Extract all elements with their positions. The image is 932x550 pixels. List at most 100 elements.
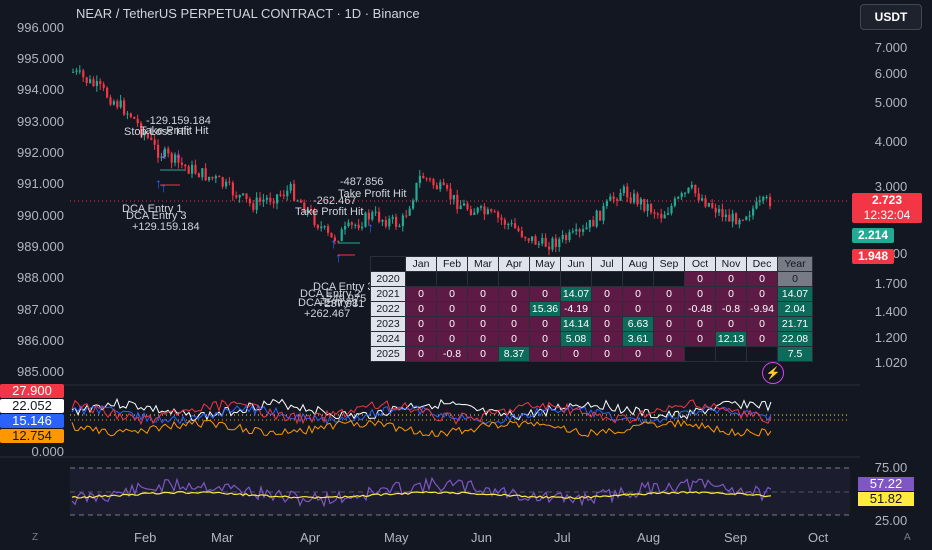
month-axis-label: Oct xyxy=(808,530,829,545)
right-scale-label: 1.200 xyxy=(874,330,908,345)
month-header: Apr xyxy=(498,256,530,272)
candle-body xyxy=(347,222,350,227)
candle-body xyxy=(731,213,734,222)
month-axis-label: Jul xyxy=(554,530,571,545)
trade-note: DCA Entry 2 xyxy=(300,288,361,300)
lightning-icon[interactable]: ⚡ xyxy=(762,362,784,384)
candle-body xyxy=(262,199,265,202)
return-cell xyxy=(746,346,778,362)
left-scale-label: 994.000 xyxy=(17,82,64,97)
countdown-timer: 12:32:04 xyxy=(863,208,911,222)
candle-body xyxy=(415,182,418,201)
candle-body xyxy=(374,211,377,213)
candle-body xyxy=(201,168,204,178)
candle-body xyxy=(595,210,598,227)
auto-scale-icon[interactable]: A xyxy=(904,532,911,543)
candle-body xyxy=(486,209,489,215)
candle-body xyxy=(724,214,727,218)
candle-body xyxy=(187,166,190,174)
return-cell xyxy=(498,271,530,287)
month-axis-label: Mar xyxy=(211,530,234,545)
currency-button[interactable]: USDT xyxy=(860,4,922,30)
candle-body xyxy=(616,199,619,201)
candle-body xyxy=(469,209,472,215)
candle-body xyxy=(381,219,384,222)
candle-body xyxy=(514,223,517,229)
candle-body xyxy=(680,193,683,198)
timezone-icon[interactable]: Z xyxy=(32,532,39,543)
trade-note: +129.159.184 xyxy=(132,221,200,233)
candle-body xyxy=(75,70,78,72)
candle-body xyxy=(646,204,649,211)
month-axis-label: Sep xyxy=(724,530,748,545)
return-cell xyxy=(591,271,623,287)
candle-body xyxy=(157,144,160,158)
month-header: Nov xyxy=(715,256,747,272)
candle-body xyxy=(690,184,693,188)
candle-body xyxy=(116,101,119,108)
candle-body xyxy=(752,208,755,216)
candle-body xyxy=(367,212,370,220)
return-cell xyxy=(529,271,561,287)
candle-body xyxy=(622,186,625,193)
return-cell: 0 xyxy=(529,346,561,362)
candle-body xyxy=(340,229,343,242)
candle-body xyxy=(735,213,738,225)
return-cell: 5.08 xyxy=(560,331,592,347)
candle-body xyxy=(446,185,449,189)
return-cell: 8.37 xyxy=(498,346,530,362)
arrow-up-icon: ↑ xyxy=(155,175,162,191)
return-cell: 0 xyxy=(653,316,685,332)
candle-body xyxy=(99,81,102,85)
year-total-cell: 22.08 xyxy=(777,331,813,347)
return-cell: 0 xyxy=(684,286,716,302)
left-scale-label: 988.000 xyxy=(17,270,64,285)
candle-body xyxy=(541,237,544,244)
trade-note: +262.467 xyxy=(304,308,351,320)
return-cell: 0 xyxy=(591,331,623,347)
right-scale-label: 6.000 xyxy=(874,66,908,81)
table-row: 2020 0 0 0 0 xyxy=(370,271,813,287)
year-cell: 2024 xyxy=(370,331,406,347)
osc-value-label: 12.754 xyxy=(0,429,64,443)
candle-body xyxy=(503,219,506,225)
return-cell: 0 xyxy=(622,286,654,302)
red-price-pill: 1.948 xyxy=(852,249,894,264)
return-cell: 0 xyxy=(436,301,468,317)
candle-body xyxy=(123,100,126,115)
month-header: Mar xyxy=(467,256,499,272)
return-cell: -9.94 xyxy=(746,301,778,317)
trade-note: +237.981 xyxy=(318,298,365,310)
candle-body xyxy=(303,202,306,213)
year-total-cell: 21.71 xyxy=(777,316,813,332)
candle-body xyxy=(323,226,326,228)
return-cell xyxy=(560,271,592,287)
candle-body xyxy=(204,168,207,181)
candle-body xyxy=(463,203,466,206)
osc-line xyxy=(71,399,772,426)
trade-note: DCA Entry 3 xyxy=(313,281,374,293)
return-cell xyxy=(436,271,468,287)
year-cell: 2022 xyxy=(370,301,406,317)
candle-body xyxy=(293,183,296,201)
left-scale-label: 989.000 xyxy=(17,239,64,254)
candle-body xyxy=(129,113,132,117)
candle-body xyxy=(320,226,323,229)
candle-body xyxy=(112,101,115,105)
candle-body xyxy=(507,224,510,226)
year-total-cell: 2.04 xyxy=(777,301,813,317)
return-cell: 0 xyxy=(529,286,561,302)
candle-body xyxy=(231,182,234,196)
candle-body xyxy=(316,224,319,229)
candle-body xyxy=(344,226,347,230)
candle-body xyxy=(548,246,551,250)
trade-note: DCA Entry 1 xyxy=(122,203,183,215)
candle-body xyxy=(639,198,642,205)
candle-body xyxy=(384,219,387,227)
candle-body xyxy=(544,237,547,247)
candle-body xyxy=(388,218,391,227)
candle-body xyxy=(167,148,170,154)
candle-body xyxy=(524,236,527,239)
month-axis-label: Aug xyxy=(637,530,661,545)
